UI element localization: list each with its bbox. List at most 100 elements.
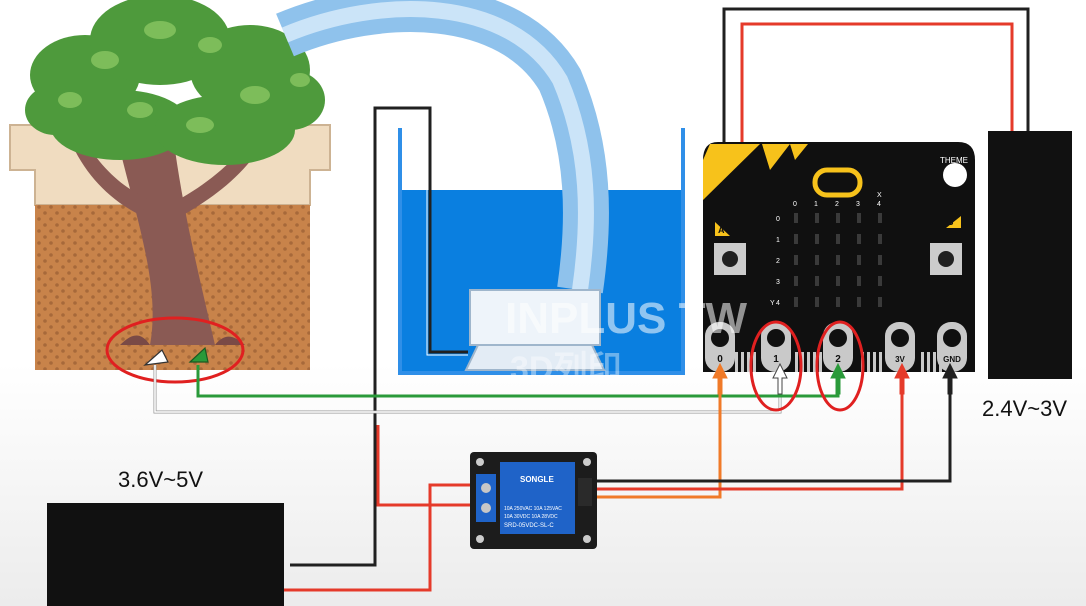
pin-label-1: 1 (773, 354, 779, 365)
battery-left-voltage: 3.6V~5V (118, 467, 203, 492)
edge-strip (813, 352, 816, 372)
pin-label-2: 2 (835, 354, 841, 365)
led-3-2 (836, 276, 840, 286)
edge-strip (753, 352, 756, 372)
column-label-1: 1 (814, 201, 818, 208)
edge-connector: 0 1 2 3V GND (705, 322, 967, 372)
pin-hole-3v (891, 329, 909, 347)
column-label-2: 2 (835, 201, 839, 208)
led-2-0 (794, 255, 798, 265)
edge-strip (867, 352, 870, 372)
pin-label-gnd: GND (943, 355, 961, 364)
edge-strip (879, 352, 882, 372)
led-1-2 (836, 234, 840, 244)
led-4-3 (857, 297, 861, 307)
wire-relay-no (376, 425, 490, 507)
column-label-4: 4 (877, 201, 881, 208)
edge-strip (735, 352, 738, 372)
edge-strip (933, 352, 936, 372)
led-0-0 (794, 213, 798, 223)
edge-strip (927, 352, 930, 372)
row-label-1: 1 (776, 237, 780, 244)
relay-spec-line-2: 10A 30VDC 10A 28VDC (504, 514, 558, 520)
edge-strip (747, 352, 750, 372)
relay-brand: SONGLE (520, 475, 554, 484)
led-0-4 (878, 213, 882, 223)
edge-strip (873, 352, 876, 372)
led-4-4 (878, 297, 882, 307)
probe-white (143, 349, 169, 366)
watermark-line-1: INPLUS TW (505, 294, 747, 343)
battery-right-voltage: 2.4V~3V (982, 396, 1067, 421)
pin-1-arrow (772, 362, 788, 395)
soil-moisture-probes (105, 316, 245, 384)
probe-highlight-circle (105, 316, 245, 384)
row-label-2: 2 (776, 258, 780, 265)
edge-strip (795, 352, 798, 372)
led-2-2 (836, 255, 840, 265)
led-1-3 (857, 234, 861, 244)
edge-strip (741, 352, 744, 372)
led-1-4 (878, 234, 882, 244)
pin-hole-1 (767, 329, 785, 347)
button-b-label: B (947, 217, 954, 227)
pin-hole-2 (829, 329, 847, 347)
pump-lead-wire (290, 106, 468, 567)
led-1-1 (815, 234, 819, 244)
pin-2-arrow (830, 362, 846, 395)
tank-wall (398, 128, 685, 375)
wire-relay-com (284, 483, 490, 592)
led-2-3 (857, 255, 861, 265)
led-3-0 (794, 276, 798, 286)
probe-green (188, 346, 209, 363)
led-2-4 (878, 255, 882, 265)
logo-touch (812, 167, 863, 198)
wire-relay-vcc (596, 372, 904, 491)
pin-gnd-arrow (942, 362, 958, 395)
relay-terminal-block (476, 474, 496, 522)
relay-module: SONGLE 10A 250VAC 10A 125VAC 10A 30VDC 1… (470, 452, 597, 549)
pump-base (464, 344, 606, 371)
edge-strip (801, 352, 804, 372)
relay-header-pins (578, 478, 592, 506)
water-pump (464, 289, 606, 371)
tree-roots (120, 335, 245, 345)
edge-strip (921, 352, 924, 372)
column-label-3: 3 (856, 201, 860, 208)
edge-strip (807, 352, 810, 372)
pin-1-highlight (749, 320, 803, 412)
relay-switch-body (500, 462, 575, 534)
board-accent (703, 144, 760, 200)
led-3-4 (878, 276, 882, 286)
wire-relay-signal (596, 372, 722, 499)
battery-pack-left (47, 503, 284, 606)
pin-0-arrow (712, 362, 728, 395)
edge-strip (819, 352, 822, 372)
edge-strip (939, 352, 942, 372)
column-label-0: 0 (793, 201, 797, 208)
wire-relay-gnd (596, 372, 952, 483)
led-0-1 (815, 213, 819, 223)
relay-spec-line-1: 10A 250VAC 10A 125VAC (504, 506, 562, 512)
battery-pack-right (988, 131, 1072, 379)
pin-hole-0 (711, 329, 729, 347)
theme-hole (943, 163, 967, 187)
button-a-label: A (718, 225, 725, 235)
theme-label: THEME (940, 156, 968, 165)
pin-label-0: 0 (717, 354, 723, 365)
led-4-0 (794, 297, 798, 307)
row-label-3: 3 (776, 279, 780, 286)
wire-battery-black (722, 7, 1030, 145)
led-0-3 (857, 213, 861, 223)
pin-3v-arrow (894, 362, 910, 395)
relay-spec-line-3: SRD-05VDC-SL-C (504, 523, 554, 529)
led-4-2 (836, 297, 840, 307)
watermark-line-2: 3D列印 (510, 350, 621, 388)
tree-foliage (25, 0, 325, 165)
led-3-3 (857, 276, 861, 286)
led-0-2 (836, 213, 840, 223)
